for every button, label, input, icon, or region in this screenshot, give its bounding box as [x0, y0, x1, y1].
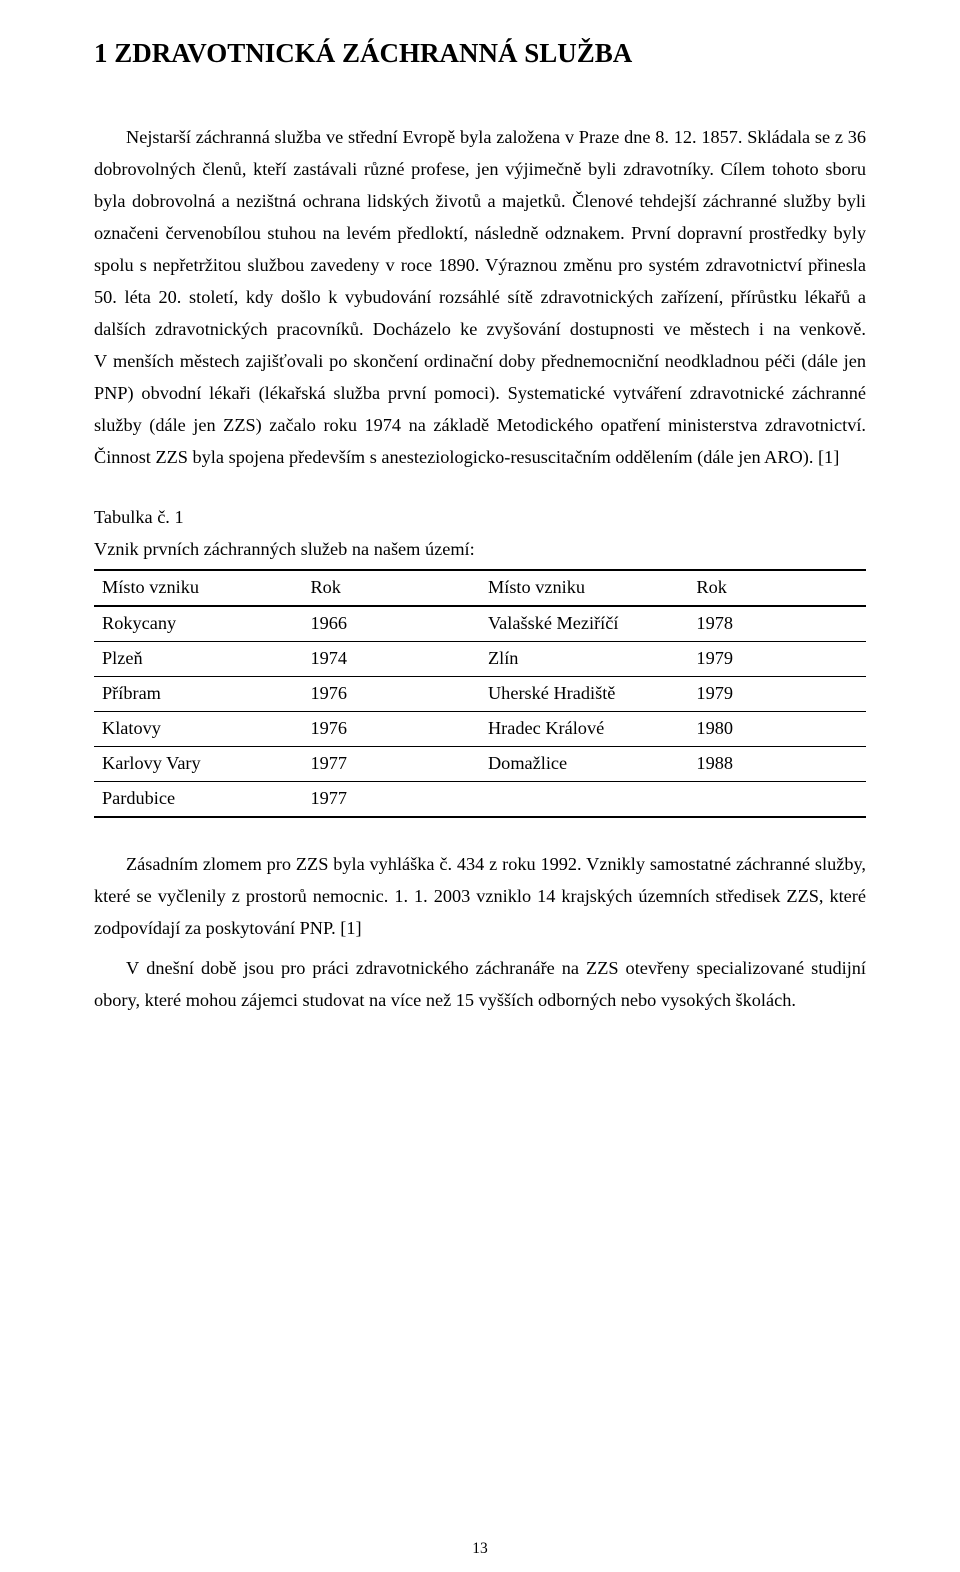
cell: Příbram — [94, 677, 302, 712]
col-header: Rok — [302, 570, 480, 606]
col-header: Místo vzniku — [94, 570, 302, 606]
cell: 1977 — [302, 747, 480, 782]
col-header: Místo vzniku — [480, 570, 688, 606]
col-header: Rok — [688, 570, 866, 606]
cell: Karlovy Vary — [94, 747, 302, 782]
cell: Rokycany — [94, 606, 302, 642]
table-caption: Vznik prvních záchranných služeb na naše… — [94, 533, 866, 565]
cell: Pardubice — [94, 782, 302, 818]
cell: 1979 — [688, 642, 866, 677]
cell: Uherské Hradiště — [480, 677, 688, 712]
cell: 1977 — [302, 782, 480, 818]
cell: 1966 — [302, 606, 480, 642]
cell: Plzeň — [94, 642, 302, 677]
table-row: Příbram 1976 Uherské Hradiště 1979 — [94, 677, 866, 712]
page: 1 ZDRAVOTNICKÁ ZÁCHRANNÁ SLUŽBA Nejstarš… — [0, 0, 960, 1572]
table-header-row: Místo vzniku Rok Místo vzniku Rok — [94, 570, 866, 606]
cell: Hradec Králové — [480, 712, 688, 747]
cell: 1976 — [302, 677, 480, 712]
paragraph-education: V dnešní době jsou pro práci zdravotnick… — [94, 952, 866, 1016]
table-row: Klatovy 1976 Hradec Králové 1980 — [94, 712, 866, 747]
paragraph-legal: Zásadním zlomem pro ZZS byla vyhláška č.… — [94, 848, 866, 944]
cell: 1988 — [688, 747, 866, 782]
cell: 1978 — [688, 606, 866, 642]
page-number: 13 — [0, 1540, 960, 1558]
cell — [480, 782, 688, 818]
table-row: Pardubice 1977 — [94, 782, 866, 818]
cell: 1974 — [302, 642, 480, 677]
cell: Valašské Meziříčí — [480, 606, 688, 642]
table-services: Místo vzniku Rok Místo vzniku Rok Rokyca… — [94, 569, 866, 818]
table-label: Tabulka č. 1 — [94, 501, 866, 533]
cell: 1979 — [688, 677, 866, 712]
table-row: Plzeň 1974 Zlín 1979 — [94, 642, 866, 677]
cell: 1976 — [302, 712, 480, 747]
table-row: Rokycany 1966 Valašské Meziříčí 1978 — [94, 606, 866, 642]
cell: Domažlice — [480, 747, 688, 782]
cell: Klatovy — [94, 712, 302, 747]
cell: Zlín — [480, 642, 688, 677]
page-title: 1 ZDRAVOTNICKÁ ZÁCHRANNÁ SLUŽBA — [94, 36, 866, 71]
paragraph-intro: Nejstarší záchranná služba ve střední Ev… — [94, 121, 866, 473]
cell — [688, 782, 866, 818]
cell: 1980 — [688, 712, 866, 747]
table-row: Karlovy Vary 1977 Domažlice 1988 — [94, 747, 866, 782]
